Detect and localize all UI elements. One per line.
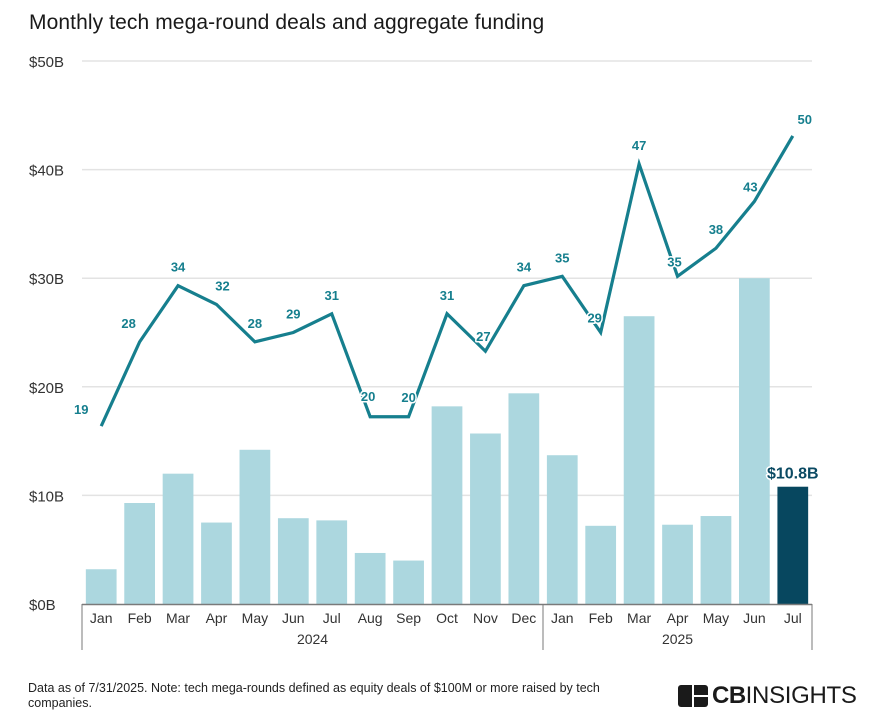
cb-insights-logo-icon xyxy=(678,685,708,707)
x-tick-label: Jul xyxy=(784,610,802,626)
line-value-label: 32 xyxy=(215,278,229,293)
y-axis-ticks: $0B $10B $20B $30B $40B $50B xyxy=(29,54,64,614)
bar xyxy=(316,520,348,604)
x-tick-label: Jul xyxy=(323,610,341,626)
line-value-label: 34 xyxy=(517,260,532,275)
bar xyxy=(546,455,578,604)
line-value-label: 35 xyxy=(667,254,681,269)
x-tick-label: Oct xyxy=(436,610,458,626)
bar xyxy=(508,393,540,604)
x-tick-label: Nov xyxy=(473,610,498,626)
x-tick-label: Aug xyxy=(358,610,383,626)
bar xyxy=(201,522,232,604)
bar-value-label: $10.8B xyxy=(767,466,819,483)
x-tick-label: Apr xyxy=(667,610,689,626)
line-value-label: 28 xyxy=(121,316,135,331)
line-value-label: 38 xyxy=(709,222,723,237)
y-tick-label: $20B xyxy=(29,380,64,397)
year-label: 2024 xyxy=(297,631,328,647)
y-tick-label: $0B xyxy=(29,597,56,614)
cb-insights-logo: CB INSIGHTS xyxy=(678,682,857,710)
bar xyxy=(431,406,463,604)
x-tick-label: Apr xyxy=(206,610,228,626)
bar xyxy=(124,503,155,604)
bar-highlighted xyxy=(777,486,809,604)
x-tick-label: Feb xyxy=(128,610,152,626)
bar xyxy=(700,516,732,604)
data-labels: $10.8B 19 28 34 32 28 29 31 20 20 31 27 34 35 29 47 35 38… xyxy=(72,110,820,484)
x-tick-label: Mar xyxy=(166,610,190,626)
line-value-label: 35 xyxy=(555,250,569,265)
x-tick-label: Jun xyxy=(282,610,305,626)
bar xyxy=(662,524,693,604)
y-tick-label: $30B xyxy=(29,271,64,288)
x-tick-label: May xyxy=(703,610,729,626)
x-tick-label: Mar xyxy=(627,610,651,626)
bar xyxy=(739,278,770,604)
y-tick-label: $40B xyxy=(29,163,64,180)
bar xyxy=(277,518,309,604)
y-tick-label: $10B xyxy=(29,488,64,505)
line-value-label: 31 xyxy=(325,288,339,303)
logo-text-bold: CB xyxy=(712,682,746,709)
x-tick-label: May xyxy=(242,610,268,626)
line-value-label: 34 xyxy=(171,260,186,275)
y-tick-label: $50B xyxy=(29,54,64,71)
bar xyxy=(239,449,271,604)
x-tick-label: Dec xyxy=(511,610,536,626)
bars xyxy=(85,278,809,604)
line-value-label: 20 xyxy=(361,389,375,404)
line-value-label: 27 xyxy=(476,329,490,344)
line-value-label: 31 xyxy=(440,288,454,303)
line-value-label: 50 xyxy=(798,112,812,127)
line-value-label: 20 xyxy=(401,390,415,405)
bar xyxy=(585,525,617,604)
bar xyxy=(470,433,501,604)
line-value-label: 19 xyxy=(74,402,88,417)
x-tick-label: Jan xyxy=(551,610,574,626)
line-value-label: 29 xyxy=(286,307,300,322)
x-tick-label: Jun xyxy=(743,610,766,626)
x-tick-label: Jan xyxy=(90,610,113,626)
line-value-label: 29 xyxy=(587,311,601,326)
bar xyxy=(85,569,117,604)
x-tick-label: Feb xyxy=(589,610,613,626)
bar xyxy=(393,560,424,604)
line-value-label: 43 xyxy=(743,179,757,194)
bar xyxy=(162,473,194,604)
x-tick-label: Sep xyxy=(396,610,421,626)
logo-text-light: INSIGHTS xyxy=(745,682,857,709)
deals-line xyxy=(99,135,795,427)
line-value-label: 47 xyxy=(632,138,646,153)
chart-title: Monthly tech mega-round deals and aggreg… xyxy=(29,11,545,34)
footnote: Data as of 7/31/2025. Note: tech mega-ro… xyxy=(28,681,600,710)
x-axis: Jan Feb Mar Apr May Jun Jul Aug Sep Oct Nov Dec Jan F… xyxy=(81,603,813,650)
deals-line-path xyxy=(99,135,795,427)
bar xyxy=(623,316,655,604)
bar xyxy=(354,552,386,604)
year-label: 2025 xyxy=(662,631,693,647)
line-value-label: 28 xyxy=(248,316,262,331)
